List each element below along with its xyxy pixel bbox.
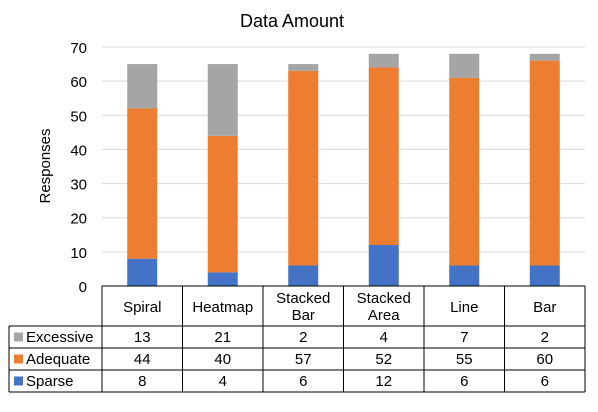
bar-segment-sparse (127, 258, 158, 286)
table-cell: 6 (541, 373, 549, 390)
x-tick-label: Stacked (357, 290, 411, 307)
legend-label: Excessive (26, 329, 94, 346)
x-tick-label: Bar (292, 307, 315, 324)
bar-segment-sparse (288, 265, 319, 286)
table-cell: 57 (295, 351, 312, 368)
y-tick-label: 50 (70, 108, 87, 125)
table-cell: 6 (460, 373, 468, 390)
y-tick-label: 70 (70, 40, 87, 57)
table-cell: 8 (138, 373, 146, 390)
y-axis-label: Responses (37, 128, 54, 203)
bars (127, 53, 560, 286)
legend-swatch-excessive (14, 332, 23, 342)
chart-title: Data Amount (240, 11, 344, 31)
table-cell: 40 (214, 351, 231, 368)
grid-lines (102, 46, 585, 287)
x-tick-label: Line (450, 299, 478, 316)
bar-segment-sparse (207, 272, 238, 286)
bar-segment-adequate (529, 60, 560, 266)
legend-swatch-adequate (14, 354, 23, 364)
bar-segment-sparse (449, 265, 480, 286)
y-tick-label: 0 (79, 279, 87, 296)
table-cell: 2 (299, 329, 307, 346)
table-cell: 4 (380, 329, 388, 346)
table-cell: 7 (460, 329, 468, 346)
y-tick-label: 30 (70, 177, 87, 194)
x-tick-label: Stacked (276, 290, 330, 307)
bar-segment-adequate (207, 135, 238, 273)
x-tick-label: Area (368, 307, 400, 324)
bar-segment-sparse (368, 245, 399, 286)
y-tick-label: 60 (70, 74, 87, 91)
bar-segment-excessive (529, 53, 560, 61)
x-tick-label: Spiral (123, 299, 161, 316)
legend-label: Adequate (26, 351, 90, 368)
bar-segment-excessive (127, 64, 158, 109)
bar-segment-adequate (368, 67, 399, 246)
bar-segment-excessive (207, 64, 238, 136)
bar-segment-excessive (288, 64, 319, 71)
y-axis: 0 10 20 30 40 50 60 70 (70, 40, 87, 296)
x-tick-label: Heatmap (192, 299, 253, 316)
table-cell: 52 (375, 351, 392, 368)
table-cell: 6 (299, 373, 307, 390)
table-cell: 4 (219, 373, 227, 390)
table-cell: 44 (134, 351, 151, 368)
table-cell: 2 (541, 329, 549, 346)
y-tick-label: 20 (70, 211, 87, 228)
y-tick-label: 40 (70, 142, 87, 159)
y-tick-label: 10 (70, 245, 87, 262)
legend-swatch-sparse (14, 376, 23, 386)
bar-segment-adequate (127, 108, 158, 259)
table-cell: 21 (214, 329, 231, 346)
table-cell: 12 (375, 373, 392, 390)
bar-segment-adequate (288, 70, 319, 266)
bar-segment-sparse (529, 265, 560, 286)
table-cell: 13 (134, 329, 151, 346)
bar-segment-excessive (368, 53, 399, 68)
table-cell: 60 (536, 351, 553, 368)
x-tick-label: Bar (533, 299, 556, 316)
bar-segment-excessive (449, 53, 480, 78)
table-cell: 55 (456, 351, 473, 368)
bar-segment-adequate (449, 77, 480, 266)
legend-label: Sparse (26, 373, 74, 390)
